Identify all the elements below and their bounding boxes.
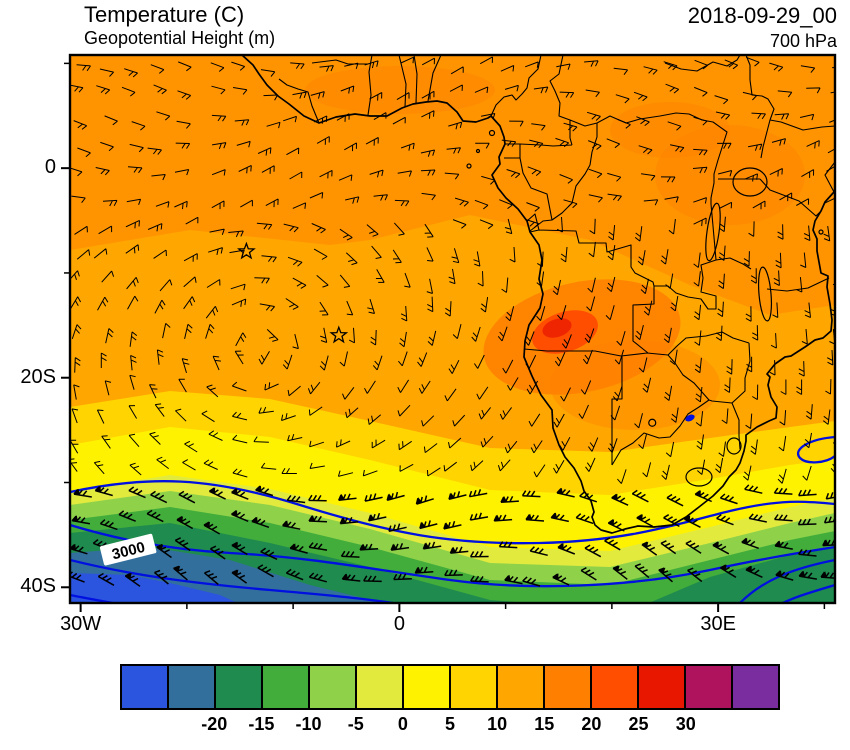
x-axis-label: 30W — [60, 613, 102, 635]
height-contour — [70, 593, 120, 603]
colorbar-cell — [686, 666, 733, 708]
x-axis-label: 30E — [700, 613, 736, 635]
colorbar-cell — [404, 666, 451, 708]
colorbar-tick-label: 25 — [628, 714, 649, 734]
colorbar-cell — [592, 666, 639, 708]
wind-barbs-layer — [70, 56, 835, 587]
height-contour — [70, 480, 835, 545]
lake-malawi — [757, 266, 773, 322]
temperature-fill-layer — [70, 55, 835, 603]
bioko-island — [488, 129, 496, 137]
pressure-level: 700 hPa — [769, 31, 837, 51]
colorbar-cell — [263, 666, 310, 708]
zanzibar-island — [818, 229, 824, 235]
star-marker — [237, 241, 256, 260]
colorbar-cell — [310, 666, 357, 708]
lake-victoria — [732, 167, 768, 197]
colorbar-tick-label: 0 — [397, 714, 408, 734]
height-contour — [70, 558, 400, 603]
valid-datetime: 2018-09-29_00 — [687, 3, 837, 28]
star-marker — [329, 325, 349, 344]
colorbar-cell — [169, 666, 216, 708]
height-contour-label-group: 3000 — [99, 533, 157, 566]
lesotho-border — [685, 467, 713, 487]
colorbar-cell — [122, 666, 169, 708]
map-frame — [68, 53, 837, 605]
y-axis-label: 0 — [44, 156, 56, 179]
chart-title-temperature: Temperature (C) — [84, 2, 245, 27]
height-contour-closed-low — [797, 435, 835, 464]
colorbar-tick-label: -15 — [248, 714, 275, 734]
principe-island — [475, 148, 481, 154]
geopotential-height-contours-layer — [70, 414, 835, 603]
colorbar-cell — [639, 666, 686, 708]
colorbar-tick-label: 20 — [581, 714, 602, 734]
africa-coastline — [241, 55, 835, 534]
chart-title-geopotential: Geopotential Height (m) — [84, 28, 276, 48]
eswatini-border — [726, 437, 742, 455]
height-contour-3000 — [70, 523, 835, 588]
height-contour-dot — [685, 414, 695, 422]
colorbar-cell — [498, 666, 545, 708]
colorbar-tick-labels: -20 -15 -10 -5 0 5 10 15 20 25 30 — [120, 714, 780, 740]
colorbar-tick-label: -10 — [295, 714, 322, 734]
colorbar-tick-label: -5 — [347, 714, 364, 734]
colorbar-cell — [451, 666, 498, 708]
y-axis-label: 40S — [20, 575, 56, 598]
y-axis-label: 20S — [20, 365, 56, 388]
contour-label-background — [99, 533, 157, 566]
colorbar-cell — [216, 666, 263, 708]
colorbar-tick-label: 10 — [487, 714, 508, 734]
axis-ticks-layer — [61, 62, 826, 612]
sao-tome-island — [466, 163, 472, 169]
colorbar-tick-label: 30 — [675, 714, 696, 734]
colorbar-tick-label: -20 — [201, 714, 228, 734]
colorbar — [120, 664, 780, 710]
x-axis-label: 0 — [393, 613, 405, 635]
circle-marker — [648, 418, 657, 427]
colorbar-tick-label: 5 — [444, 714, 456, 734]
lake-tanganyika — [705, 202, 721, 262]
colorbar-tick-label: 15 — [534, 714, 555, 734]
colorbar-cell — [733, 666, 778, 708]
colorbar-cell — [357, 666, 404, 708]
station-markers-layer — [237, 241, 657, 427]
map-canvas: 3000 — [61, 53, 837, 612]
height-contour — [780, 583, 835, 603]
colorbar-cell — [545, 666, 592, 708]
